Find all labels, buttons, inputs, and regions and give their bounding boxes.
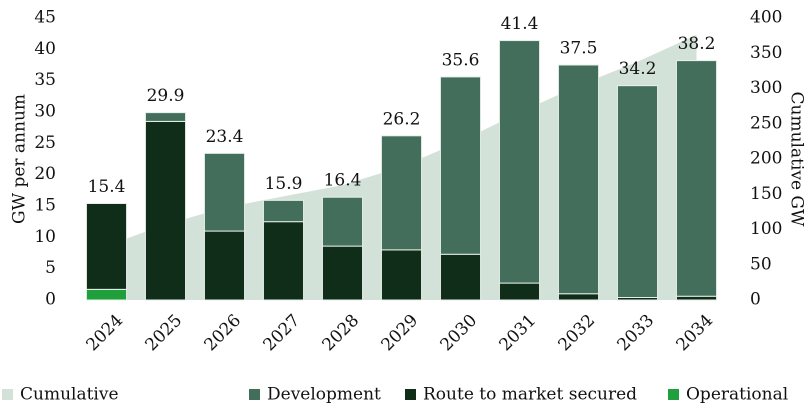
bar-segment <box>498 40 541 284</box>
bar-segment <box>380 249 423 301</box>
x-tick-label: 2033 <box>613 311 658 356</box>
y-tick-label: 0 <box>45 290 56 310</box>
x-tick-label: 2025 <box>141 311 186 356</box>
bar-segment <box>616 85 659 298</box>
y-tick-label: 15 <box>34 196 56 216</box>
y-tick-label: 45 <box>34 8 56 28</box>
y2-tick-label: 300 <box>750 78 782 98</box>
y2-tick-label: 350 <box>750 43 782 63</box>
bar-segment <box>380 135 423 251</box>
bar-segment <box>321 196 364 247</box>
y-tick-label: 25 <box>34 133 56 153</box>
total-label: 15.4 <box>88 177 126 197</box>
y2-tick-label: 200 <box>750 149 782 169</box>
y-tick-label: 10 <box>34 227 56 247</box>
bar-segment <box>144 120 187 301</box>
bar-segment <box>439 76 482 255</box>
x-tick-label: 2026 <box>200 311 245 356</box>
y2-axis-label: Cumulative GW <box>787 92 807 228</box>
total-label: 29.9 <box>147 86 185 106</box>
total-label: 38.2 <box>678 34 716 54</box>
legend-swatch <box>405 389 416 400</box>
y2-tick-label: 250 <box>750 113 782 133</box>
x-tick-label: 2024 <box>82 311 127 356</box>
y-tick-label: 35 <box>34 70 56 90</box>
y2-tick-label: 100 <box>750 219 782 239</box>
bar-segment <box>675 295 718 301</box>
total-label: 16.4 <box>324 171 362 191</box>
legend-label: Cumulative <box>20 385 119 405</box>
legend-label: Operational <box>686 385 788 405</box>
legend-label: Route to market secured <box>423 385 637 405</box>
total-label: 26.2 <box>383 109 421 129</box>
legend-swatch <box>2 389 13 400</box>
total-label: 35.6 <box>442 50 480 70</box>
y-tick-label: 30 <box>34 102 56 122</box>
x-tick-label: 2028 <box>318 311 363 356</box>
bar-segment <box>321 245 364 301</box>
total-label: 34.2 <box>619 59 657 79</box>
y2-tick-label: 0 <box>750 290 761 310</box>
total-label: 37.5 <box>560 39 598 59</box>
bar-segment <box>557 64 600 295</box>
y-tick-label: 20 <box>34 164 56 184</box>
bar-segment <box>439 253 482 301</box>
y-axis-label: GW per annum <box>10 94 30 224</box>
bar-segment <box>203 152 246 232</box>
bar-segment <box>498 282 541 301</box>
x-tick-label: 2032 <box>554 311 599 356</box>
x-tick-label: 2034 <box>672 311 717 356</box>
bar-segment <box>144 112 187 122</box>
bar-segment <box>262 199 305 223</box>
bar-segment <box>85 288 128 301</box>
total-label: 23.4 <box>206 127 244 147</box>
y2-tick-label: 50 <box>750 254 772 274</box>
legend-label: Development <box>267 385 381 405</box>
y2-tick-label: 400 <box>750 8 782 28</box>
total-label: 41.4 <box>501 14 539 34</box>
bar-segment <box>675 60 718 297</box>
y-tick-label: 5 <box>45 258 56 278</box>
legend-swatch <box>668 389 679 400</box>
x-tick-label: 2030 <box>436 311 481 356</box>
bar-segment <box>203 230 246 301</box>
y-tick-label: 40 <box>34 39 56 59</box>
y2-tick-label: 150 <box>750 184 782 204</box>
x-tick-label: 2031 <box>495 311 540 356</box>
x-tick-label: 2029 <box>377 311 422 356</box>
bar-segment <box>557 293 600 301</box>
total-label: 15.9 <box>265 174 303 194</box>
bar-segment <box>85 202 128 290</box>
x-tick-label: 2027 <box>259 311 304 356</box>
bar-segment <box>262 221 305 301</box>
legend-swatch <box>249 389 260 400</box>
